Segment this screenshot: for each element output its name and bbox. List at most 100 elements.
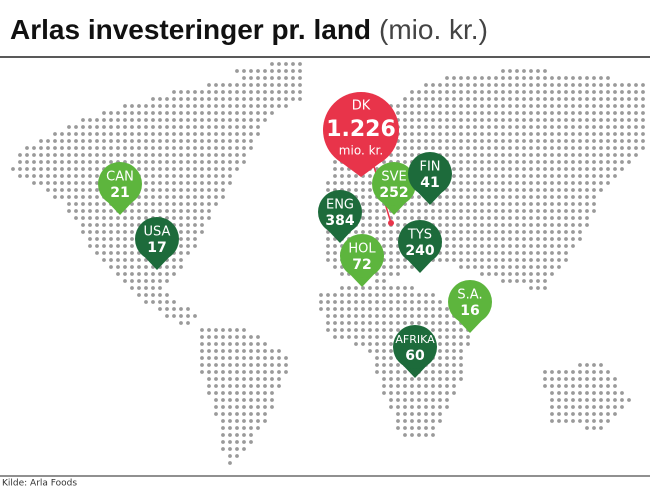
- map-dot: [326, 237, 330, 241]
- map-dot: [116, 216, 120, 220]
- map-dot: [634, 104, 638, 108]
- map-dot: [102, 118, 106, 122]
- map-dot: [263, 419, 267, 423]
- map-dot: [641, 139, 645, 143]
- map-dot: [193, 97, 197, 101]
- map-dot: [207, 174, 211, 178]
- map-dot: [144, 286, 148, 290]
- map-dot: [200, 363, 204, 367]
- map-dot: [585, 111, 589, 115]
- marker-value: 72: [352, 257, 371, 273]
- map-dot: [144, 181, 148, 185]
- pin-circle: [408, 152, 452, 196]
- map-dot: [298, 83, 302, 87]
- map-dot: [571, 132, 575, 136]
- map-dot: [326, 307, 330, 311]
- map-dot: [410, 377, 414, 381]
- map-dot: [123, 244, 127, 248]
- map-dot: [172, 209, 176, 213]
- map-dot: [599, 132, 603, 136]
- map-dot: [452, 370, 456, 374]
- map-dot: [487, 125, 491, 129]
- map-dot: [459, 251, 463, 255]
- map-dot: [620, 83, 624, 87]
- map-dot: [256, 377, 260, 381]
- map-dot: [557, 83, 561, 87]
- map-dot: [333, 167, 337, 171]
- map-dot: [242, 419, 246, 423]
- map-dot: [578, 139, 582, 143]
- map-dot: [641, 90, 645, 94]
- map-dot: [487, 174, 491, 178]
- map-dot: [249, 90, 253, 94]
- map-dot: [466, 90, 470, 94]
- map-dot: [578, 160, 582, 164]
- map-dot: [515, 132, 519, 136]
- map-dot: [529, 111, 533, 115]
- map-dot: [221, 405, 225, 409]
- map-dot: [417, 412, 421, 416]
- map-dot: [249, 146, 253, 150]
- map-dot: [557, 167, 561, 171]
- map-dot: [578, 181, 582, 185]
- map-dot: [137, 146, 141, 150]
- map-dot: [438, 90, 442, 94]
- marker-label: FIN: [419, 160, 440, 175]
- map-dot: [445, 223, 449, 227]
- map-dot: [389, 314, 393, 318]
- map-dot: [480, 97, 484, 101]
- map-dot: [599, 370, 603, 374]
- map-dot: [179, 132, 183, 136]
- map-dot: [459, 181, 463, 185]
- map-dot: [382, 356, 386, 360]
- pin-circle: [135, 217, 179, 261]
- map-dot: [431, 104, 435, 108]
- map-dot: [606, 118, 610, 122]
- map-dot: [424, 412, 428, 416]
- map-dot: [74, 195, 78, 199]
- map-dot: [452, 237, 456, 241]
- map-dot: [284, 363, 288, 367]
- title: Arlas investeringer pr. land (mio. kr.): [10, 14, 488, 45]
- map-dot: [361, 181, 365, 185]
- map-dot: [431, 363, 435, 367]
- map-dot: [123, 111, 127, 115]
- map-dot: [375, 328, 379, 332]
- map-dot: [550, 251, 554, 255]
- map-dot: [39, 153, 43, 157]
- map-dot: [130, 286, 134, 290]
- map-dot: [445, 202, 449, 206]
- map-dot: [431, 314, 435, 318]
- map-dot: [144, 265, 148, 269]
- map-dot: [235, 391, 239, 395]
- map-dot: [200, 132, 204, 136]
- map-dot: [494, 181, 498, 185]
- map-dot: [130, 104, 134, 108]
- map-dot: [333, 160, 337, 164]
- map-dot: [74, 209, 78, 213]
- map-dot: [501, 118, 505, 122]
- map-dot: [242, 447, 246, 451]
- map-dot: [522, 230, 526, 234]
- map-dot: [543, 384, 547, 388]
- map-dot: [403, 216, 407, 220]
- map-dot: [67, 209, 71, 213]
- map-dot: [613, 398, 617, 402]
- map-dot: [599, 90, 603, 94]
- map-dot: [193, 139, 197, 143]
- map-dot: [165, 174, 169, 178]
- map-dot: [515, 83, 519, 87]
- map-dot: [186, 174, 190, 178]
- map-dot: [403, 258, 407, 262]
- map-dot: [340, 167, 344, 171]
- map-dot: [592, 363, 596, 367]
- map-dot: [235, 132, 239, 136]
- map-dot: [144, 132, 148, 136]
- map-dot: [445, 405, 449, 409]
- map-dot: [592, 167, 596, 171]
- map-dot: [60, 195, 64, 199]
- map-dot: [508, 125, 512, 129]
- map-dot: [599, 153, 603, 157]
- map-dot: [389, 342, 393, 346]
- map-dot: [438, 328, 442, 332]
